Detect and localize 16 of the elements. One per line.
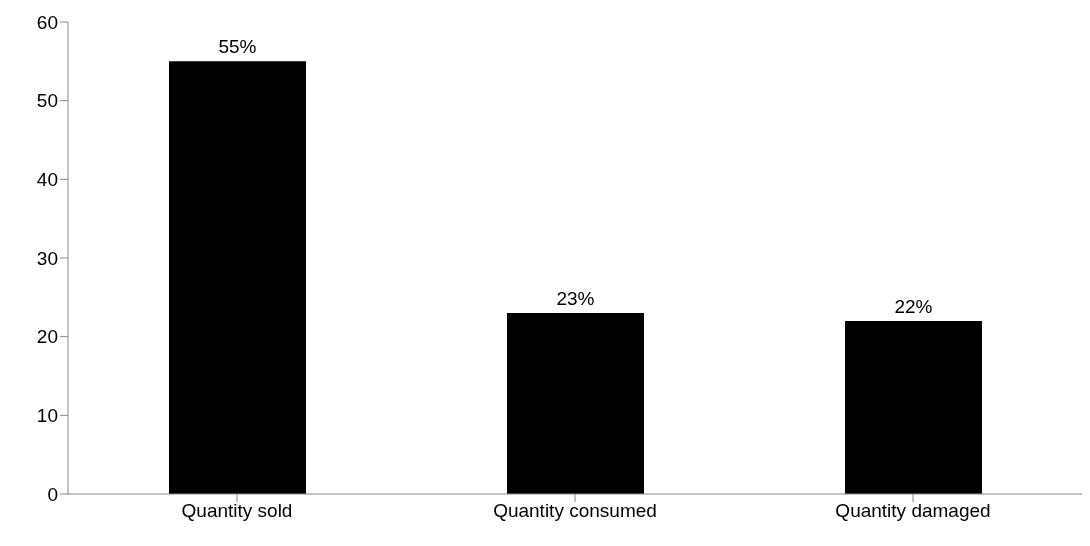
y-tick-label: 20 xyxy=(36,326,58,348)
bar xyxy=(507,313,644,494)
data-label: 23% xyxy=(556,288,595,310)
y-tick-label: 30 xyxy=(36,247,58,269)
y-tick-label: 50 xyxy=(36,90,58,112)
data-label: 55% xyxy=(218,36,257,58)
y-tick-label: 40 xyxy=(36,169,58,191)
y-tick-label: 60 xyxy=(36,11,58,33)
y-tick-label: 0 xyxy=(47,483,58,505)
data-label: 22% xyxy=(894,295,933,317)
bar xyxy=(169,61,306,494)
bar xyxy=(845,320,982,494)
x-tick-label: Quantity consumed xyxy=(493,500,657,522)
y-tick-label: 10 xyxy=(36,405,58,427)
x-tick-label: Quantity damaged xyxy=(835,500,991,522)
x-tick-label: Quantity sold xyxy=(181,500,293,522)
